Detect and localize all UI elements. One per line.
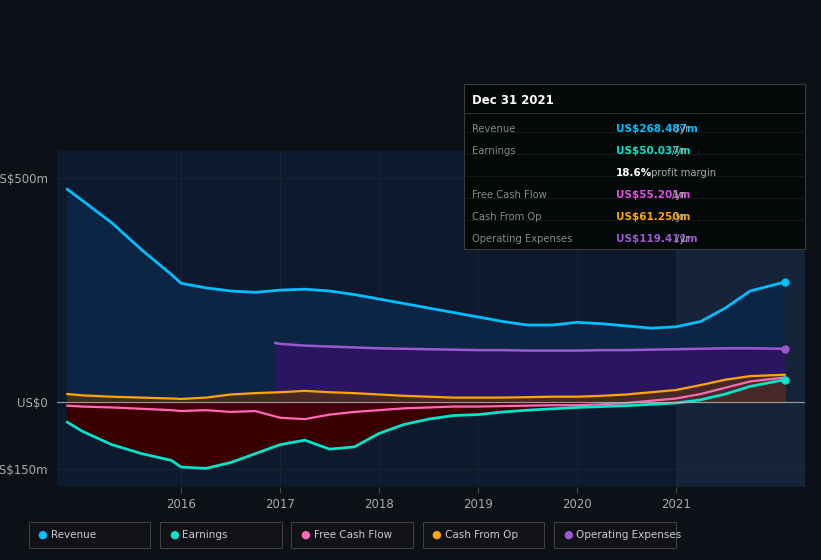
Text: Earnings: Earnings [182, 530, 227, 540]
Text: /yr: /yr [677, 124, 690, 134]
Text: /yr: /yr [672, 190, 685, 200]
Text: profit margin: profit margin [648, 168, 716, 178]
Text: /yr: /yr [672, 212, 685, 222]
Text: ●: ● [300, 530, 310, 540]
Text: Cash From Op: Cash From Op [445, 530, 518, 540]
Text: Free Cash Flow: Free Cash Flow [472, 190, 547, 200]
Text: Revenue: Revenue [472, 124, 516, 134]
Text: US$61.250m: US$61.250m [616, 212, 690, 222]
Bar [676, 151, 805, 487]
Text: Cash From Op: Cash From Op [472, 212, 542, 222]
Text: ●: ● [38, 530, 48, 540]
Text: Earnings: Earnings [472, 146, 516, 156]
Text: Operating Expenses: Operating Expenses [576, 530, 681, 540]
Text: Revenue: Revenue [51, 530, 96, 540]
Text: US$50.037m: US$50.037m [616, 146, 690, 156]
Text: ●: ● [563, 530, 573, 540]
Text: US$119.411m: US$119.411m [616, 234, 697, 244]
Text: /yr: /yr [672, 146, 685, 156]
Text: Operating Expenses: Operating Expenses [472, 234, 572, 244]
Text: /yr: /yr [677, 234, 690, 244]
Text: Dec 31 2021: Dec 31 2021 [472, 94, 554, 108]
Text: US$268.487m: US$268.487m [616, 124, 698, 134]
Text: US$55.201m: US$55.201m [616, 190, 690, 200]
Text: Free Cash Flow: Free Cash Flow [314, 530, 392, 540]
Text: ●: ● [432, 530, 442, 540]
Text: 18.6%: 18.6% [616, 168, 652, 178]
Text: ●: ● [169, 530, 179, 540]
